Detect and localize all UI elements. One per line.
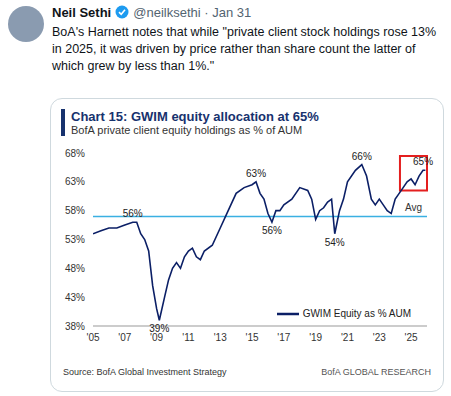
svg-text:'05: '05 — [86, 332, 99, 343]
svg-text:'21: '21 — [341, 332, 354, 343]
html-text:BofA GLOBAL RESEARCH: BofA GLOBAL RESEARCH — [321, 367, 431, 377]
svg-text:'11: '11 — [182, 332, 195, 343]
svg-text:56%: 56% — [123, 208, 143, 219]
svg-text:65%: 65% — [413, 156, 433, 167]
svg-text:'13: '13 — [214, 332, 227, 343]
svg-text:Avg: Avg — [405, 202, 422, 213]
svg-text:53%: 53% — [65, 234, 85, 245]
svg-text:43%: 43% — [65, 292, 85, 303]
svg-text:48%: 48% — [65, 263, 85, 274]
html-text:BofA private client equity hol: BofA private client equity holdings as %… — [71, 124, 303, 136]
svg-text:'17: '17 — [277, 332, 290, 343]
svg-text:'09: '09 — [150, 332, 164, 344]
svg-text:54%: 54% — [325, 237, 345, 248]
svg-text:63%: 63% — [246, 168, 266, 179]
svg-text:66%: 66% — [352, 151, 372, 162]
svg-text:'07: '07 — [118, 332, 131, 343]
svg-text:58%: 58% — [65, 205, 85, 216]
html-text:@neilksethi · Jan 31: @neilksethi · Jan 31 — [133, 5, 252, 20]
svg-text:39%: 39% — [149, 323, 169, 334]
svg-text:63%: 63% — [65, 176, 85, 187]
svg-text:56%: 56% — [262, 225, 282, 236]
html-text:Source: BofA Global Investment: Source: BofA Global Investment Strategy — [63, 367, 227, 377]
html-text:Neil Sethi: Neil Sethi — [52, 5, 112, 20]
html-text:GWIM Equity as % AUM: GWIM Equity as % AUM — [302, 308, 411, 319]
svg-text:'25: '25 — [405, 332, 418, 343]
html-text:Chart 15: GWIM equity allocati: Chart 15: GWIM equity allocation at 65% — [71, 109, 319, 124]
svg-text:38%: 38% — [65, 321, 85, 332]
html-text:BoA's Harnett notes that while: BoA's Harnett notes that while "private … — [52, 25, 437, 73]
svg-text:'19: '19 — [309, 332, 322, 343]
svg-text:'15: '15 — [246, 332, 259, 343]
svg-text:'23: '23 — [373, 332, 386, 343]
svg-text:68%: 68% — [65, 148, 85, 159]
